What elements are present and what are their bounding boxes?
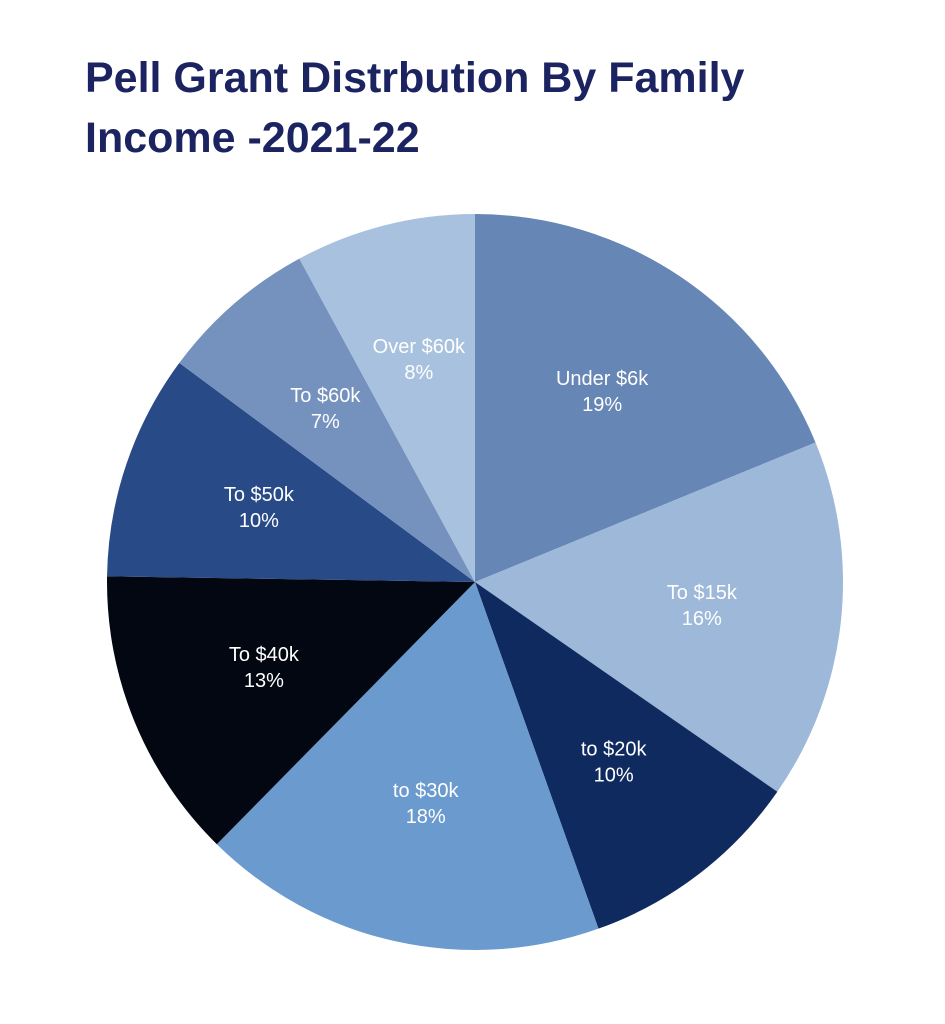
slice-value: 18% bbox=[406, 806, 446, 828]
slice-value: 8% bbox=[404, 362, 433, 384]
pie-slice bbox=[216, 582, 599, 950]
slice-label: to $20k bbox=[581, 738, 648, 760]
pie-slice bbox=[107, 576, 475, 845]
slice-value: 10% bbox=[239, 510, 279, 532]
slice-label: to $30k bbox=[393, 780, 460, 802]
slice-label: To $50k bbox=[224, 484, 295, 506]
pie-slice bbox=[179, 258, 476, 582]
chart-title: Pell Grant Distrbution By Family Income … bbox=[85, 54, 745, 162]
slice-value: 13% bbox=[244, 670, 284, 692]
pie-slice bbox=[475, 442, 843, 792]
slice-label: Under $6k bbox=[556, 368, 649, 390]
pie-slice bbox=[475, 582, 778, 929]
slice-label: To $60k bbox=[290, 385, 361, 407]
slice-label: Over $60k bbox=[373, 336, 466, 358]
slice-value: 19% bbox=[582, 394, 622, 416]
pie-slice bbox=[107, 362, 476, 582]
slice-value: 7% bbox=[311, 411, 340, 433]
slice-value: 10% bbox=[594, 764, 634, 786]
slice-value: 16% bbox=[682, 608, 722, 630]
pie-slice bbox=[299, 214, 475, 582]
pie-slice bbox=[475, 214, 816, 582]
slice-label: To $15k bbox=[667, 582, 738, 604]
slice-label: To $40k bbox=[229, 644, 300, 666]
